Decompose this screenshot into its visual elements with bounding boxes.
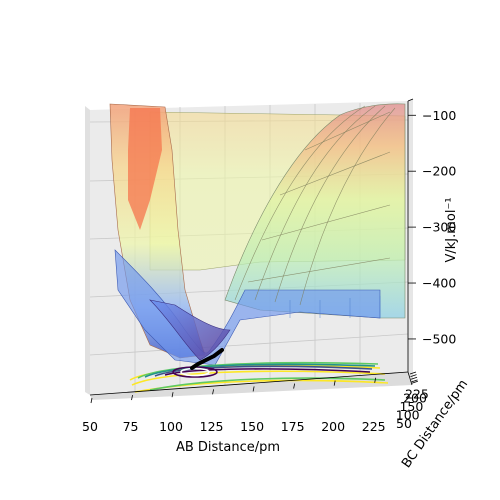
right-pane xyxy=(408,99,413,384)
axis-lines xyxy=(89,98,414,396)
y-tick-mark xyxy=(411,379,418,383)
reaction-trajectory xyxy=(190,348,224,370)
y-tick-mark xyxy=(409,371,417,375)
x-tick-mark xyxy=(131,395,133,401)
x-tick-label: 75 xyxy=(123,419,139,434)
y-tick-label: 150 xyxy=(399,399,423,414)
x-axis-ticks: 50 75 100 125 150 175 200 225 xyxy=(82,377,386,434)
z-tick-label: −300 xyxy=(422,220,456,235)
x-tick-mark xyxy=(293,383,296,389)
x-axis-label: AB Distance/pm xyxy=(176,440,280,455)
x-tick-label: 200 xyxy=(321,419,345,434)
y-tick-label: 200 xyxy=(403,391,427,406)
surface-left-wall-top xyxy=(128,108,162,230)
y-tick-label: 225 xyxy=(405,387,429,402)
y-tick-label: 100 xyxy=(396,408,420,423)
y-tick-mark xyxy=(410,374,417,378)
x-tick-label: 125 xyxy=(200,419,224,434)
surface-mesh-lines xyxy=(289,296,381,318)
z-axis-label: V/kJ.mol⁻¹ xyxy=(444,197,459,262)
x-tick-label: 50 xyxy=(82,419,98,434)
surface-contour-lines xyxy=(234,105,396,306)
z-tick-label: −100 xyxy=(422,108,456,123)
x-tick-mark xyxy=(252,386,255,392)
z-tick-label: −200 xyxy=(422,164,456,179)
x-tick-label: 175 xyxy=(281,419,305,434)
x-tick-mark xyxy=(171,392,174,398)
y-tick-label: 50 xyxy=(396,416,412,431)
y-tick-mark xyxy=(411,380,418,384)
left-pane xyxy=(85,106,90,395)
energy-surface xyxy=(109,103,406,366)
surface-well-bottom xyxy=(149,299,231,361)
floor-contours xyxy=(129,361,389,393)
z-axis-ticks: −100 −200 −300 −400 −500 xyxy=(408,108,456,346)
y-tick-mark xyxy=(410,376,418,380)
z-tick-label: −500 xyxy=(422,331,456,346)
x-tick-label: 225 xyxy=(362,419,386,434)
x-tick-label: 100 xyxy=(159,419,183,434)
surface-right-rise xyxy=(224,103,406,319)
x-tick-mark xyxy=(374,377,377,383)
z-tick-label: −400 xyxy=(422,276,456,291)
x-tick-mark xyxy=(333,380,336,386)
x-tick-mark xyxy=(90,397,93,404)
x-tick-label: 150 xyxy=(240,419,264,434)
x-tick-mark xyxy=(212,389,214,395)
